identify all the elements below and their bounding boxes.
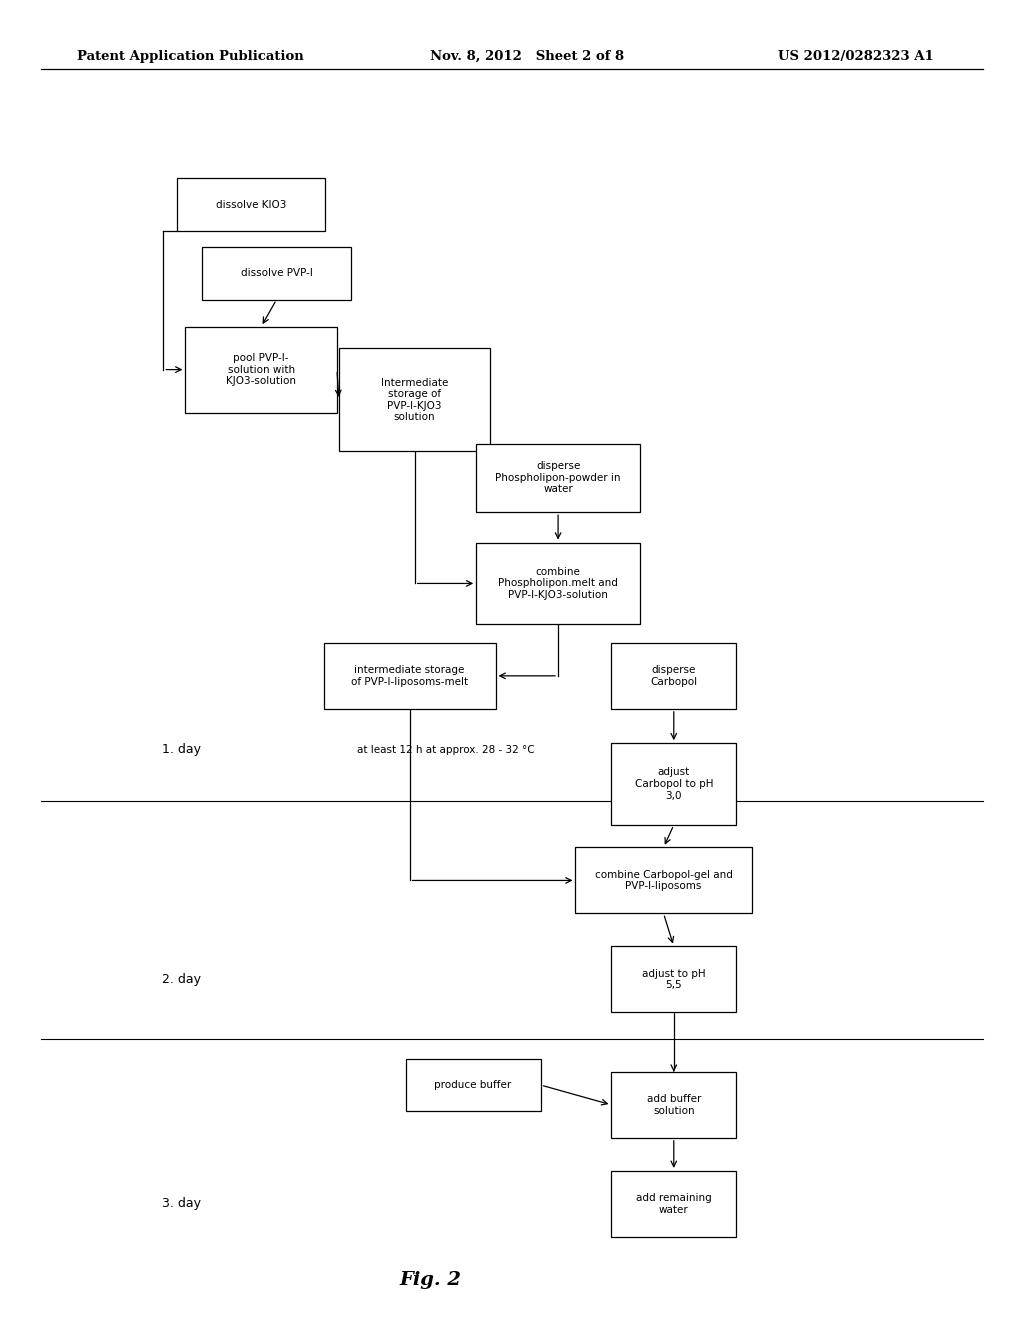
- Text: add buffer
solution: add buffer solution: [646, 1094, 701, 1115]
- Text: disperse
Phospholipon-powder in
water: disperse Phospholipon-powder in water: [496, 461, 621, 495]
- FancyBboxPatch shape: [611, 1072, 736, 1138]
- FancyBboxPatch shape: [575, 847, 752, 913]
- Text: Nov. 8, 2012   Sheet 2 of 8: Nov. 8, 2012 Sheet 2 of 8: [430, 50, 625, 63]
- Text: disperse
Carbopol: disperse Carbopol: [650, 665, 697, 686]
- FancyBboxPatch shape: [611, 1171, 736, 1237]
- Text: combine
Phospholipon.melt and
PVP-I-KJO3-solution: combine Phospholipon.melt and PVP-I-KJO3…: [498, 566, 618, 601]
- Text: Intermediate
storage of
PVP-I-KJO3
solution: Intermediate storage of PVP-I-KJO3 solut…: [381, 378, 449, 422]
- Text: produce buffer: produce buffer: [434, 1080, 512, 1090]
- FancyBboxPatch shape: [176, 178, 326, 231]
- Text: at least 12 h at approx. 28 - 32 °C: at least 12 h at approx. 28 - 32 °C: [356, 744, 535, 755]
- Text: US 2012/0282323 A1: US 2012/0282323 A1: [778, 50, 934, 63]
- FancyBboxPatch shape: [406, 1059, 541, 1111]
- Text: intermediate storage
of PVP-I-liposoms-melt: intermediate storage of PVP-I-liposoms-m…: [351, 665, 468, 686]
- Text: pool PVP-I-
solution with
KJO3-solution: pool PVP-I- solution with KJO3-solution: [226, 352, 296, 387]
- Text: 2. day: 2. day: [162, 973, 201, 986]
- FancyBboxPatch shape: [611, 643, 736, 709]
- FancyBboxPatch shape: [476, 444, 640, 512]
- FancyBboxPatch shape: [611, 743, 736, 825]
- Text: adjust
Carbopol to pH
3,0: adjust Carbopol to pH 3,0: [635, 767, 713, 801]
- Text: Patent Application Publication: Patent Application Publication: [77, 50, 303, 63]
- FancyBboxPatch shape: [611, 946, 736, 1012]
- Text: combine Carbopol-gel and
PVP-I-liposoms: combine Carbopol-gel and PVP-I-liposoms: [595, 870, 732, 891]
- Text: 3. day: 3. day: [162, 1197, 201, 1210]
- FancyBboxPatch shape: [324, 643, 496, 709]
- Text: dissolve PVP-I: dissolve PVP-I: [241, 268, 312, 279]
- Text: 1. day: 1. day: [162, 743, 201, 756]
- FancyBboxPatch shape: [339, 348, 490, 451]
- FancyBboxPatch shape: [476, 543, 640, 624]
- Text: adjust to pH
5,5: adjust to pH 5,5: [642, 969, 706, 990]
- FancyBboxPatch shape: [203, 247, 350, 300]
- Text: Fig. 2: Fig. 2: [399, 1271, 461, 1290]
- Text: dissolve KIO3: dissolve KIO3: [216, 199, 286, 210]
- Text: add remaining
water: add remaining water: [636, 1193, 712, 1214]
- FancyBboxPatch shape: [185, 327, 337, 412]
